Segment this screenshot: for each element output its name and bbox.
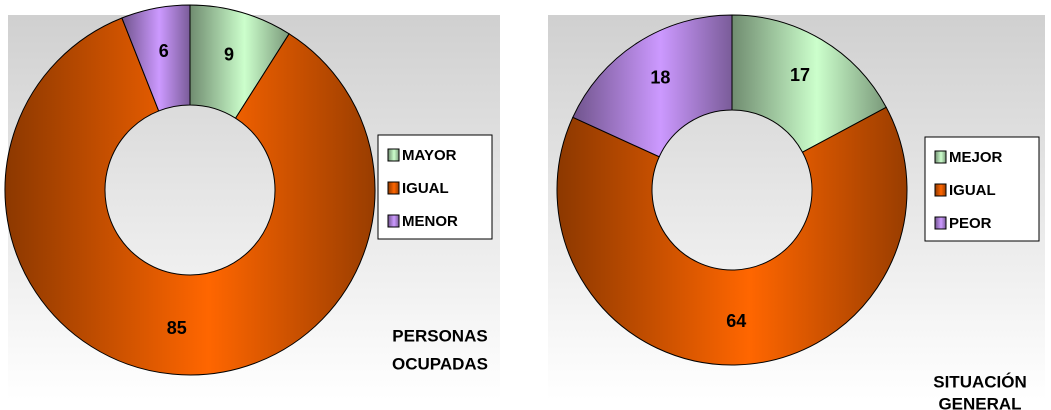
legend-swatch	[934, 150, 947, 164]
legend-swatch	[387, 214, 400, 228]
legend-label: MENOR	[402, 213, 458, 230]
value-label: 17	[790, 65, 810, 85]
chart-title: SITUACIÓN	[933, 372, 1027, 391]
value-label: 85	[167, 318, 187, 338]
legend-label: MAYOR	[402, 147, 457, 164]
value-label: 6	[159, 41, 169, 61]
chart-title: PERSONAS	[392, 326, 487, 345]
donut-slice	[4, 17, 376, 376]
legend-label: IGUAL	[402, 180, 449, 197]
legend-label: IGUAL	[949, 182, 996, 199]
donut-slice	[121, 4, 191, 112]
chart-title: GENERAL	[938, 394, 1021, 410]
value-label: 64	[726, 311, 746, 331]
donut-slice	[572, 14, 733, 158]
legend-label: MEJOR	[949, 149, 1003, 166]
legend-label: PEOR	[949, 215, 992, 232]
value-label: 9	[224, 44, 234, 64]
value-label: 18	[650, 67, 670, 87]
legend-swatch	[387, 148, 400, 162]
donut-slice	[556, 106, 908, 366]
legend-swatch	[934, 216, 947, 230]
chart-title: OCUPADAS	[392, 354, 488, 373]
legend-swatch	[934, 183, 947, 197]
donut-slice	[731, 14, 887, 153]
legend-swatch	[387, 181, 400, 195]
